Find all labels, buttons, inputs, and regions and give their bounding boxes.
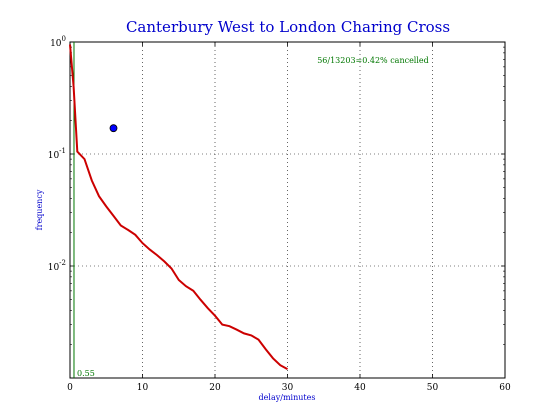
highlight-marker bbox=[109, 124, 118, 133]
x-tick-label: 0 bbox=[67, 383, 73, 393]
x-tick-label: 20 bbox=[209, 383, 221, 393]
x-tick-label: 60 bbox=[499, 383, 511, 393]
x-tick-label: 40 bbox=[354, 383, 366, 393]
mean-delay-label: 0.55 bbox=[77, 369, 95, 378]
y-tick-label: 100 bbox=[50, 35, 66, 49]
x-axis-label: delay/minutes bbox=[259, 393, 316, 402]
axis-ticks bbox=[69, 41, 506, 378]
y-tick-label: 10-1 bbox=[48, 147, 66, 161]
y-tick-labels: 100 10-1 10-2 bbox=[48, 35, 66, 273]
chart-title: Canterbury West to London Charing Cross bbox=[126, 18, 450, 36]
x-tick-label: 50 bbox=[427, 383, 439, 393]
gridlines bbox=[70, 42, 505, 378]
y-axis-label: frequency bbox=[35, 189, 44, 230]
cancelled-annotation: 56/13203=0.42% cancelled bbox=[317, 56, 429, 65]
x-tick-label: 10 bbox=[137, 383, 149, 393]
delay-frequency-line bbox=[69, 44, 288, 370]
x-tick-label: 30 bbox=[282, 383, 294, 393]
x-tick-labels: 0 10 20 30 40 50 60 bbox=[67, 383, 511, 393]
y-tick-label: 10-2 bbox=[48, 259, 66, 273]
